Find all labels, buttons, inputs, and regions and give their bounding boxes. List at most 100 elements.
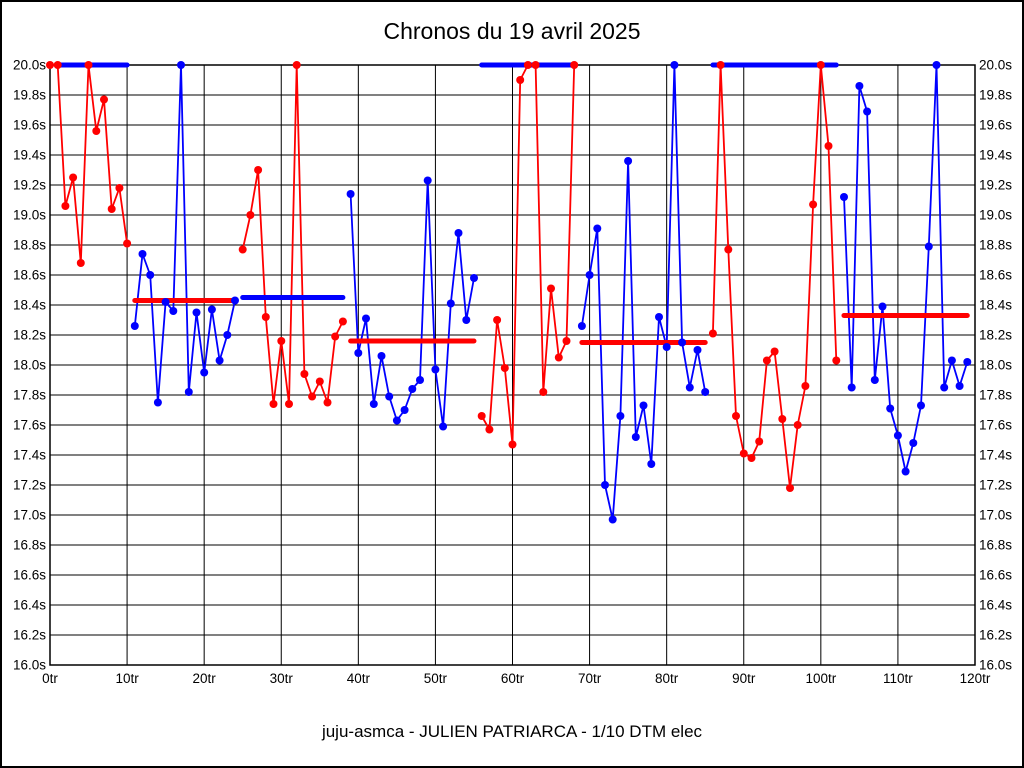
lap-point-red — [308, 392, 317, 401]
y-tick-label-right: 17.8s — [979, 388, 1012, 403]
lap-point-red — [809, 200, 818, 209]
lap-point-red — [554, 353, 563, 362]
lap-point-blue — [369, 400, 378, 408]
lap-point-red — [793, 421, 802, 429]
lap-point-red — [238, 245, 247, 254]
y-tick-label-left: 20.0s — [13, 58, 46, 73]
lap-point-blue — [878, 302, 887, 311]
y-tick-label-right: 18.0s — [979, 358, 1012, 373]
lap-point-blue — [130, 322, 139, 330]
lap-point-blue — [631, 433, 640, 441]
lap-point-blue — [917, 401, 925, 410]
lap-point-red — [246, 211, 255, 219]
x-tick-label: 0tr — [42, 671, 58, 686]
run-polyline-red — [480, 64, 576, 446]
lap-point-blue — [446, 299, 455, 308]
lap-point-red — [485, 425, 494, 434]
y-tick-label-left: 16.4s — [13, 598, 46, 613]
lap-point-red — [123, 239, 132, 248]
lap-point-blue — [431, 365, 440, 374]
lap-point-blue — [647, 460, 656, 468]
x-tick-label: 100tr — [805, 671, 836, 686]
grid-lines — [49, 64, 976, 666]
y-tick-label-left: 19.6s — [13, 118, 46, 133]
lap-point-red — [477, 412, 486, 420]
lap-point-red — [716, 61, 725, 69]
lap-point-red — [516, 76, 525, 84]
y-tick-label-left: 18.2s — [13, 328, 46, 343]
lap-point-red — [732, 412, 740, 420]
run-polyline-blue — [133, 64, 236, 404]
lap-point-red — [500, 364, 509, 372]
y-tick-label-right: 19.6s — [979, 118, 1012, 133]
y-tick-label-left: 18.4s — [13, 298, 46, 313]
lap-point-blue — [616, 412, 625, 420]
lap-point-blue — [886, 404, 895, 413]
lap-point-red — [778, 415, 787, 423]
lap-point-red — [755, 437, 764, 446]
lap-point-blue — [863, 107, 872, 116]
y-tick-label-right: 18.8s — [979, 238, 1012, 253]
lap-point-blue — [153, 398, 162, 407]
lap-point-blue — [655, 313, 663, 321]
x-tick-label: 120tr — [960, 671, 991, 686]
y-tick-label-left: 16.6s — [13, 568, 46, 583]
lap-point-red — [285, 400, 293, 408]
lap-point-blue — [223, 331, 232, 339]
y-tick-label-right: 20.0s — [979, 58, 1012, 73]
lap-point-red — [786, 484, 794, 492]
lap-point-red — [508, 440, 517, 449]
lap-point-red — [100, 95, 108, 104]
y-tick-label-right: 18.6s — [979, 268, 1012, 283]
y-tick-label-right: 16.0s — [979, 658, 1012, 673]
lap-point-blue — [701, 388, 710, 396]
lap-point-red — [531, 61, 540, 69]
lap-point-blue — [955, 382, 964, 390]
y-tick-label-right: 19.8s — [979, 88, 1012, 103]
lap-point-blue — [138, 250, 147, 258]
y-tick-label-right: 19.4s — [979, 148, 1012, 163]
lap-time-series — [50, 64, 969, 521]
y-tick-label-left: 16.8s — [13, 538, 46, 553]
y-tick-label-right: 18.4s — [979, 298, 1012, 313]
lap-point-red — [562, 337, 571, 345]
y-tick-label-right: 17.2s — [979, 478, 1012, 493]
y-tick-label-left: 17.0s — [13, 508, 46, 523]
lap-point-blue — [624, 157, 633, 165]
y-tick-label-left: 18.0s — [13, 358, 46, 373]
lap-point-blue — [662, 343, 671, 351]
lap-point-red — [76, 259, 85, 267]
lap-point-blue — [207, 305, 216, 314]
lap-point-red — [84, 61, 93, 69]
lap-point-red — [824, 142, 833, 150]
x-tick-label: 60tr — [501, 671, 525, 686]
y-tick-label-left: 19.2s — [13, 178, 46, 193]
lap-point-blue — [685, 383, 694, 392]
lap-point-red — [300, 370, 309, 378]
lap-point-blue — [947, 356, 956, 365]
lap-point-red — [261, 313, 270, 321]
lap-point-red — [277, 337, 286, 345]
lap-point-red — [69, 173, 78, 182]
lap-point-blue — [693, 346, 702, 354]
lap-point-blue — [161, 298, 170, 306]
lap-point-blue — [577, 322, 586, 330]
lap-point-red — [762, 356, 771, 365]
x-tick-label: 20tr — [193, 671, 217, 686]
run-polyline-blue — [581, 64, 707, 521]
lap-point-blue — [200, 368, 209, 377]
y-tick-label-right: 17.0s — [979, 508, 1012, 523]
lap-point-blue — [354, 349, 363, 357]
lap-point-blue — [385, 392, 394, 401]
y-tick-label-left: 18.6s — [13, 268, 46, 283]
lap-point-red — [61, 202, 70, 210]
lap-point-red — [539, 388, 548, 396]
lap-point-blue — [362, 314, 370, 323]
chart-title: Chronos du 19 avril 2025 — [383, 18, 641, 44]
average-segments — [55, 62, 970, 345]
lap-point-blue — [585, 271, 594, 279]
lap-point-red — [493, 316, 502, 324]
lap-point-red — [523, 61, 532, 69]
lap-point-blue — [454, 229, 463, 237]
lap-point-red — [254, 166, 263, 174]
